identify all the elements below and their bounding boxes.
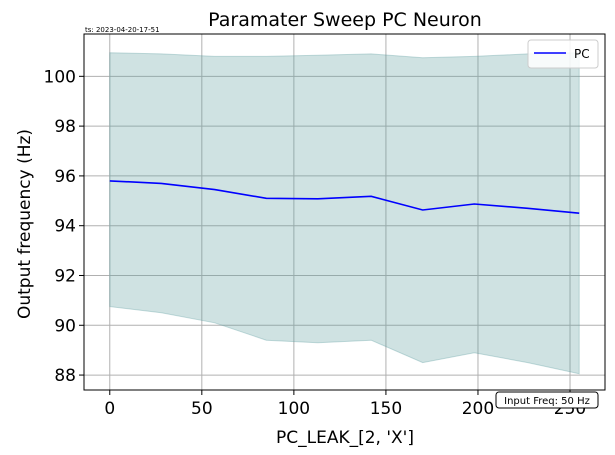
y-tick-label: 100 <box>44 67 76 87</box>
series-line-pc <box>109 180 580 214</box>
x-axis-label: PC_LEAK_[2, 'X'] <box>276 428 414 448</box>
x-tick-label: 200 <box>462 399 494 419</box>
chart-title: Paramater Sweep PC Neuron <box>208 9 482 31</box>
y-tick-label: 94 <box>54 217 76 237</box>
x-tick-label: 150 <box>370 399 402 419</box>
y-axis-label: Output frequency (Hz) <box>15 129 35 319</box>
y-tick-label: 92 <box>54 266 76 286</box>
annotation-text: Input Freq: 50 Hz <box>504 396 590 407</box>
confidence-band-layer <box>109 52 580 375</box>
x-tick-label: 100 <box>278 399 310 419</box>
annotation-box: Input Freq: 50 Hz <box>495 391 599 409</box>
y-tick-label: 88 <box>54 366 76 386</box>
y-tick-label: 90 <box>54 316 76 336</box>
confidence-band <box>109 52 580 375</box>
annotation-frame <box>495 391 599 409</box>
x-tick-label: 50 <box>191 399 213 419</box>
y-tick-label: 98 <box>54 117 76 137</box>
timestamp-label: ts: 2023-04-20-17-51 <box>85 26 160 34</box>
legend: PC <box>527 39 599 69</box>
y-tick-label: 96 <box>54 167 76 187</box>
x-tick-label: 0 <box>104 399 115 419</box>
series-line-layer <box>109 180 580 214</box>
legend-box <box>527 39 599 69</box>
legend-label-pc: PC <box>574 47 590 61</box>
plot-frame <box>83 33 606 391</box>
